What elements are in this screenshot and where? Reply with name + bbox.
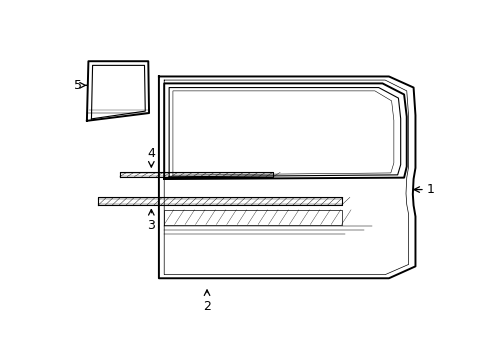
- Text: 3: 3: [147, 219, 155, 232]
- Text: 2: 2: [203, 301, 210, 314]
- Text: 1: 1: [426, 183, 434, 196]
- Text: 4: 4: [147, 147, 155, 159]
- Text: 5: 5: [74, 79, 82, 92]
